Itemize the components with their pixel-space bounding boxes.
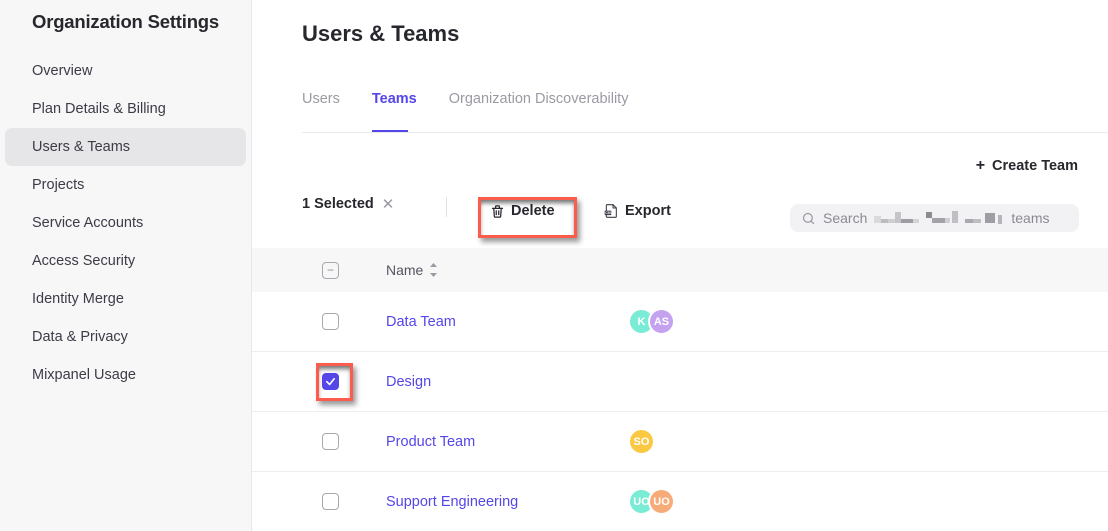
svg-text:CSV: CSV xyxy=(605,211,613,215)
